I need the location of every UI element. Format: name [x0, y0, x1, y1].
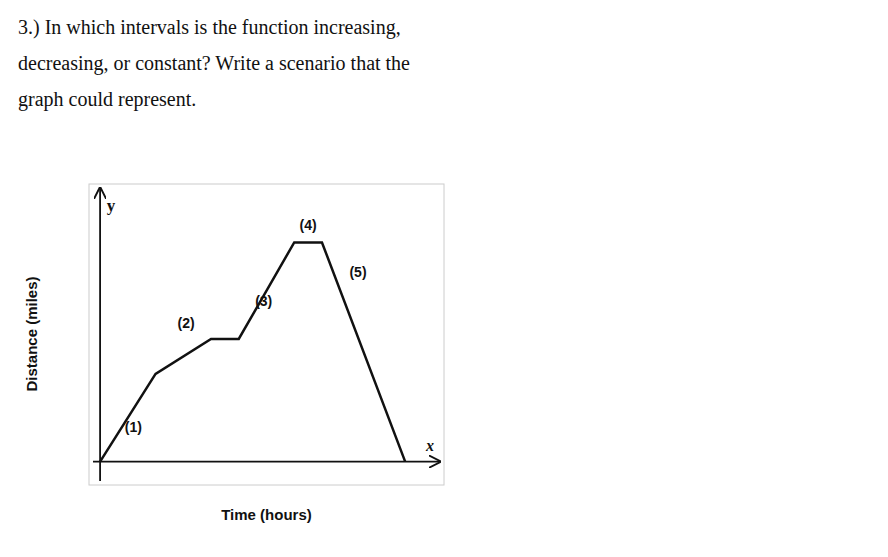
plot-frame	[89, 184, 444, 485]
title: graph could represent.	[18, 88, 196, 111]
axis-letter: y	[107, 196, 116, 215]
annotation: (3)	[255, 293, 272, 309]
x-axis-label: Time (hours)	[221, 506, 312, 523]
annotation: (1)	[125, 419, 142, 435]
chart: 3.) In which intervals is the function i…	[0, 0, 888, 557]
annotation: (5)	[349, 264, 366, 280]
data-line	[100, 242, 405, 461]
plot-area	[100, 242, 405, 461]
axis-letter: x	[425, 437, 434, 454]
x-axis	[93, 461, 440, 463]
y-axis	[99, 188, 101, 481]
annotation: (4)	[300, 217, 317, 233]
title: decreasing, or constant? Write a scenari…	[18, 52, 410, 75]
y-axis-label: Distance (miles)	[23, 276, 40, 391]
annotation: (2)	[178, 315, 195, 331]
title: 3.) In which intervals is the function i…	[18, 16, 401, 39]
